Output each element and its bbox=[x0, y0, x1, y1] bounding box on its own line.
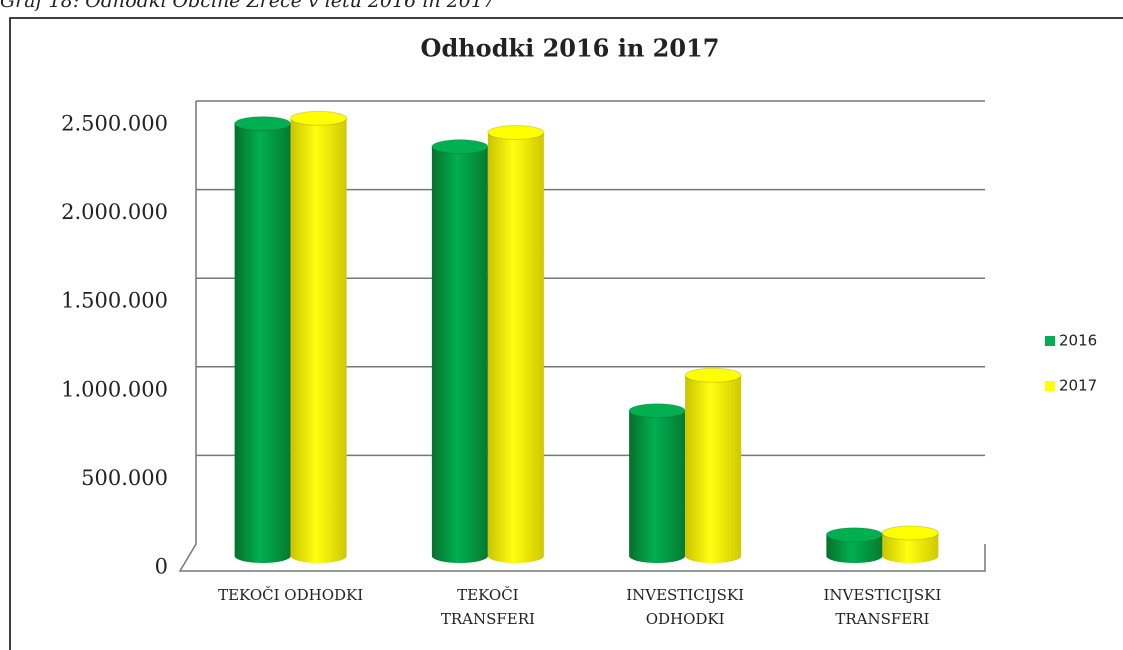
cylinder-bar bbox=[629, 410, 686, 563]
y-tick-label: 0 bbox=[155, 555, 168, 579]
legend-label: 2017 bbox=[1059, 377, 1097, 395]
cylinder-bar bbox=[685, 375, 742, 563]
x-tick-label: ODHODKI bbox=[646, 610, 725, 628]
x-tick-label: TRANSFERI bbox=[441, 610, 535, 628]
cylinder-top bbox=[628, 403, 686, 419]
legend-swatch bbox=[1045, 381, 1055, 391]
cylinder-top bbox=[234, 116, 292, 132]
cylinder-bar bbox=[234, 123, 291, 563]
chart-title: Odhodki 2016 in 2017 bbox=[421, 34, 720, 63]
cylinder-top bbox=[881, 525, 939, 541]
x-tick-label: TRANSFERI bbox=[835, 610, 929, 628]
x-tick-label: INVESTICIJSKI bbox=[823, 586, 941, 604]
x-tick-label: TEKOČI bbox=[457, 586, 519, 604]
cylinder-bar bbox=[882, 532, 939, 563]
cylinder-bar bbox=[431, 146, 488, 563]
cylinder-bar bbox=[826, 534, 883, 563]
cylinder-top bbox=[290, 110, 348, 126]
caption: Graf 18: Odhodki Občine Zreče v letu 201… bbox=[0, 0, 496, 12]
y-tick-label: 1.500.000 bbox=[61, 289, 168, 313]
chart-border bbox=[9, 17, 1123, 650]
legend-label: 2016 bbox=[1059, 332, 1097, 350]
cylinder-bar bbox=[290, 118, 347, 563]
y-tick-label: 2.000.000 bbox=[61, 200, 168, 224]
x-tick-label: TEKOČI ODHODKI bbox=[218, 586, 363, 604]
cylinder-top bbox=[825, 527, 883, 543]
cylinder-top bbox=[684, 367, 742, 383]
y-tick-label: 1.000.000 bbox=[61, 377, 168, 401]
axis-walls bbox=[178, 101, 986, 572]
cylinder-top bbox=[487, 124, 545, 140]
y-tick-label: 2.500.000 bbox=[61, 112, 168, 136]
cylinder-top bbox=[431, 139, 489, 155]
cylinder-bar bbox=[487, 132, 544, 563]
y-tick-label: 500.000 bbox=[81, 466, 168, 490]
legend-swatch bbox=[1045, 336, 1055, 346]
x-tick-label: INVESTICIJSKI bbox=[626, 586, 744, 604]
